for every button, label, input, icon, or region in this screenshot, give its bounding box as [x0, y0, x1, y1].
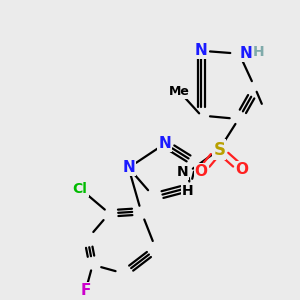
Text: H: H — [253, 45, 264, 59]
Text: N: N — [195, 43, 208, 58]
Text: H: H — [182, 184, 194, 198]
Text: N: N — [158, 136, 171, 151]
Text: O: O — [195, 164, 208, 179]
Text: N: N — [239, 46, 252, 61]
Text: O: O — [236, 162, 249, 177]
Text: N: N — [122, 160, 135, 175]
Text: F: F — [80, 284, 91, 298]
Text: Me: Me — [169, 85, 190, 98]
Text: Cl: Cl — [73, 182, 88, 196]
Text: N: N — [176, 165, 188, 179]
Text: S: S — [213, 140, 225, 158]
